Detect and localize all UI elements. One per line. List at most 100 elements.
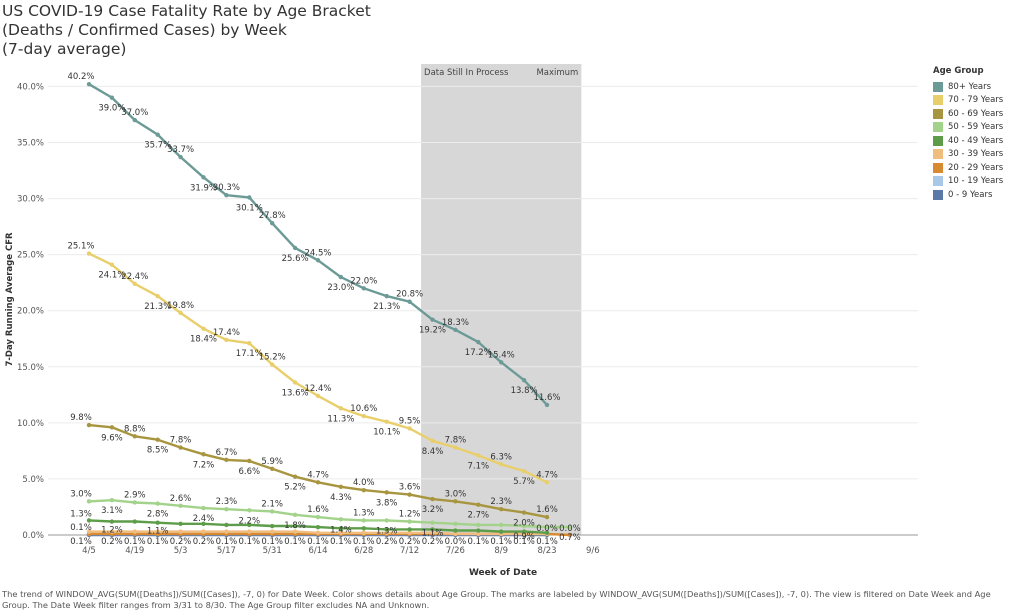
data-point: [544, 480, 550, 485]
data-point: [247, 529, 252, 534]
data-label: 2.6%: [170, 494, 192, 504]
data-label: 21.3%: [373, 302, 400, 312]
legend-item[interactable]: 0 - 9 Years: [933, 188, 1023, 202]
data-point: [292, 380, 298, 385]
data-point: [270, 362, 275, 367]
data-label: 11.6%: [533, 393, 560, 403]
data-label: 0.2%: [376, 537, 398, 547]
data-label: 9.5%: [399, 416, 421, 426]
y-tick-label: 10.0%: [17, 419, 44, 429]
data-label: 25.6%: [282, 254, 309, 264]
x-tick-label: 4/19: [125, 546, 144, 556]
data-label: 3.0%: [70, 489, 92, 499]
legend-swatch: [933, 176, 943, 187]
legend-item[interactable]: 20 - 29 Years: [933, 161, 1023, 175]
data-point: [155, 132, 160, 137]
data-point: [476, 522, 481, 528]
data-label: 17.4%: [213, 328, 240, 338]
series: [86, 251, 550, 485]
data-point: [247, 508, 252, 513]
data-label: 0.1%: [536, 537, 558, 547]
data-point: [270, 221, 275, 226]
data-point: [361, 526, 366, 531]
y-tick-label: 5.0%: [22, 475, 44, 485]
data-point: [224, 529, 229, 534]
data-label: 2.1%: [261, 499, 283, 509]
x-tick-label: 9/6: [586, 546, 600, 556]
data-label: 8.8%: [124, 424, 146, 434]
data-point: [86, 499, 92, 504]
data-point: [201, 175, 206, 180]
legend-swatch: [933, 149, 943, 160]
data-point: [407, 527, 412, 532]
data-label: 1.3%: [376, 526, 398, 536]
data-label: 3.0%: [445, 489, 467, 499]
legend-item[interactable]: 40 - 49 Years: [933, 134, 1023, 148]
data-point: [247, 458, 252, 464]
legend-item[interactable]: 60 - 69 Years: [933, 107, 1023, 121]
data-point: [384, 527, 389, 532]
data-label: 23.0%: [327, 283, 354, 293]
data-point: [247, 341, 252, 346]
legend-item[interactable]: 50 - 59 Years: [933, 121, 1023, 135]
data-point: [361, 530, 366, 535]
legend-swatch: [933, 189, 943, 200]
data-label: 2.9%: [124, 490, 146, 500]
y-axis-label: 7-Day Running Average CFR: [5, 232, 15, 367]
data-point: [430, 317, 435, 322]
data-point: [407, 426, 412, 431]
data-point: [453, 521, 458, 526]
data-label: 2.3%: [490, 497, 512, 507]
data-point: [407, 492, 412, 497]
data-point: [544, 524, 550, 530]
data-point: [476, 453, 481, 458]
data-point: [521, 529, 527, 534]
data-label: 0.1%: [147, 537, 169, 547]
data-label: 4.3%: [330, 493, 352, 503]
data-point: [499, 529, 504, 534]
shaded-region-max-label: Maximum: [536, 68, 578, 78]
x-axis-label: Week of Date: [469, 568, 537, 578]
data-point: [224, 337, 229, 343]
y-tick-label: 30.0%: [17, 195, 44, 205]
legend-item[interactable]: 10 - 19 Years: [933, 175, 1023, 189]
data-label: 6.7%: [216, 448, 238, 458]
data-label: 0.2%: [170, 537, 192, 547]
data-label: 11.3%: [327, 414, 354, 424]
data-point: [499, 507, 504, 512]
legend-swatch: [933, 135, 943, 146]
data-point: [521, 510, 527, 515]
data-label: 18.4%: [190, 335, 217, 345]
data-label: 7.1%: [467, 461, 489, 471]
data-label: 2.4%: [193, 514, 215, 524]
legend-swatch: [933, 122, 943, 133]
data-point: [544, 514, 550, 520]
data-point: [338, 406, 344, 411]
data-point: [499, 462, 504, 467]
data-label: 1.6%: [307, 505, 329, 515]
data-point: [178, 503, 183, 509]
data-point: [338, 517, 344, 522]
data-point: [521, 523, 527, 529]
data-point: [567, 524, 573, 530]
series: [86, 518, 550, 535]
shaded-region-label: Data Still In Process: [424, 68, 509, 78]
data-point: [247, 522, 252, 528]
data-label: 40.2%: [67, 72, 94, 82]
legend-item[interactable]: 70 - 79 Years: [933, 94, 1023, 108]
data-point: [109, 529, 115, 534]
legend-item[interactable]: 30 - 39 Years: [933, 148, 1023, 162]
legend-label: 60 - 69 Years: [948, 108, 1004, 119]
data-label: 30.1%: [236, 203, 263, 213]
data-label: 9.6%: [101, 433, 123, 443]
data-label: 15.2%: [259, 353, 286, 363]
data-label: 5.7%: [513, 477, 535, 487]
data-point: [109, 425, 115, 430]
data-point: [315, 524, 321, 530]
data-point: [201, 326, 206, 331]
legend-item[interactable]: 80+ Years: [933, 80, 1023, 94]
data-point: [544, 402, 550, 408]
x-tick-label: 5/31: [263, 546, 282, 556]
data-label: 39.0%: [98, 104, 125, 114]
